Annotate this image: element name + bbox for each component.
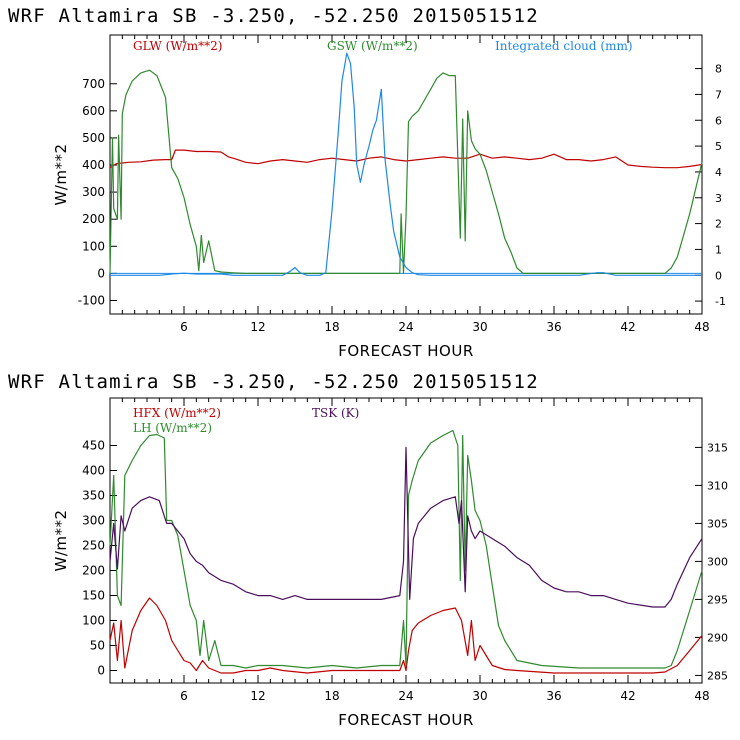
y-right-tick-label: 8 <box>715 63 722 76</box>
y-right-tick-label: 7 <box>715 88 722 101</box>
y-tick-label: 250 <box>82 539 105 553</box>
y-right-tick-label: -1 <box>715 295 726 308</box>
series-line-2 <box>109 69 703 274</box>
x-tick-label: 36 <box>546 689 561 703</box>
y-tick-label: 400 <box>82 464 105 478</box>
y-axis-label: W/m**2 <box>52 509 70 571</box>
y-tick-label: 100 <box>82 239 105 253</box>
y-tick-label: 200 <box>82 564 105 578</box>
x-tick-label: 36 <box>546 320 561 334</box>
y-tick-label: 350 <box>82 489 105 503</box>
x-tick-label: 24 <box>398 689 413 703</box>
y-tick-label: 300 <box>82 514 105 528</box>
y-tick-label: 600 <box>82 104 105 118</box>
y-right-tick-label: 0 <box>715 269 722 282</box>
y-tick-label: 300 <box>82 185 105 199</box>
legend-entry: LH (W/m**2) <box>133 421 212 435</box>
x-tick-label: 12 <box>250 689 265 703</box>
chart-title: WRF Altamira SB -3.250, -52.250 20150515… <box>8 5 539 27</box>
y-right-tick-label: 295 <box>707 593 728 606</box>
plot-frame <box>109 34 703 315</box>
y-right-tick-label: 315 <box>707 441 728 454</box>
x-tick-label: 30 <box>472 689 487 703</box>
y-tick-label: 200 <box>82 212 105 226</box>
y-right-tick-label: 300 <box>707 555 728 568</box>
y-tick-label: 500 <box>82 131 105 145</box>
chart-panel-1: WRF Altamira SB -3.250, -52.250 20150515… <box>8 5 726 360</box>
y-tick-label: 450 <box>82 439 105 453</box>
series-line-1 <box>109 149 703 169</box>
x-tick-label: 42 <box>620 689 635 703</box>
x-tick-label: 48 <box>694 689 709 703</box>
x-tick-label: 30 <box>472 320 487 334</box>
y-right-tick-label: 2 <box>715 218 722 231</box>
y-tick-label: 700 <box>82 77 105 91</box>
x-axis-label: FORECAST HOUR <box>338 342 474 360</box>
y-tick-label: 150 <box>82 589 105 603</box>
y-tick-label: -100 <box>78 293 105 307</box>
x-tick-label: 6 <box>180 689 188 703</box>
chart-title: WRF Altamira SB -3.250, -52.250 20150515… <box>8 371 539 393</box>
x-tick-label: 18 <box>324 320 339 334</box>
x-tick-label: 6 <box>180 320 188 334</box>
y-right-tick-label: 5 <box>715 140 722 153</box>
y-right-tick-label: 290 <box>707 631 728 644</box>
series-line-3 <box>110 52 702 276</box>
y-right-tick-label: 285 <box>707 669 728 682</box>
y-right-tick-label: 4 <box>715 166 722 179</box>
legend-entry: TSK (K) <box>312 406 359 420</box>
chart-panel-2: WRF Altamira SB -3.250, -52.250 20150515… <box>8 371 728 729</box>
y-right-tick-label: 310 <box>707 479 728 492</box>
x-tick-label: 48 <box>694 320 709 334</box>
y-axis-label: W/m**2 <box>52 143 70 205</box>
legend-entry: HFX (W/m**2) <box>133 406 221 420</box>
x-tick-label: 18 <box>324 689 339 703</box>
y-tick-label: 50 <box>90 639 105 653</box>
x-axis-label: FORECAST HOUR <box>338 711 474 729</box>
legend-entry: GLW (W/m**2) <box>133 39 222 53</box>
y-right-tick-label: 305 <box>707 517 728 530</box>
x-tick-label: 24 <box>398 320 413 334</box>
y-tick-label: 400 <box>82 158 105 172</box>
y-tick-label: 100 <box>82 614 105 628</box>
series-line-2 <box>109 429 703 669</box>
y-tick-label: 0 <box>97 266 105 280</box>
y-right-tick-label: 1 <box>715 243 722 256</box>
legend-entry: GSW (W/m**2) <box>327 39 418 53</box>
y-tick-label: 0 <box>97 664 105 678</box>
y-right-tick-label: 6 <box>715 114 722 127</box>
x-tick-label: 12 <box>250 320 265 334</box>
x-tick-label: 42 <box>620 320 635 334</box>
legend-entry: Integrated cloud (mm) <box>495 39 633 53</box>
series-line-1 <box>109 597 703 674</box>
y-right-tick-label: 3 <box>715 192 722 205</box>
series-line-3 <box>109 446 703 608</box>
